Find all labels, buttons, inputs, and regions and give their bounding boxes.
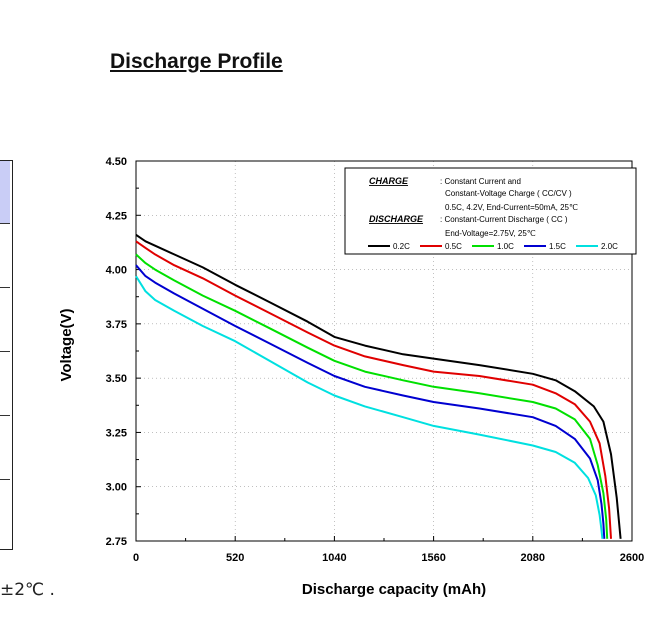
x-tick-label: 0 [133, 552, 139, 564]
page-title: Discharge Profile [110, 50, 283, 73]
x-tick-label: 520 [226, 552, 244, 564]
series-line-0-2C [135, 233, 622, 539]
legend-discharge-label: DISCHARGE [369, 214, 424, 224]
x-tick-label: 1560 [421, 552, 445, 564]
series-lines [135, 233, 622, 539]
series-line-2-0C [135, 275, 604, 539]
x-tick-label: 2080 [521, 552, 545, 564]
legend-box [344, 167, 637, 255]
cropped-table-fragment [0, 160, 13, 550]
chart-legend: CHARGE : Constant Current and Constant-V… [344, 167, 637, 255]
legend-series-label: 1.5C [549, 242, 566, 251]
series-line-1-0C [135, 253, 609, 539]
y-tick-label: 4.25 [106, 210, 127, 222]
axis-ticks: 2.75 3.00 3.25 3.50 3.75 4.00 4.25 4.50 0 520 1040… [106, 156, 645, 564]
y-tick-label: 4.00 [106, 265, 127, 277]
y-tick-label: 3.25 [106, 427, 127, 439]
series-line-1-5C [135, 264, 606, 539]
legend-series-label: 0.2C [393, 242, 410, 251]
table-row-divider [0, 479, 10, 480]
x-tick-label: 2600 [620, 552, 644, 564]
x-tick-label: 1040 [322, 552, 346, 564]
y-tick-label: 3.50 [106, 373, 127, 385]
legend-charge-line3: 0.5C, 4.2V, End-Current=50mA, 25℃ [445, 203, 578, 212]
legend-series-label: 2.0C [601, 242, 618, 251]
y-tick-label: 4.50 [106, 156, 127, 168]
cropped-footnote-text: ±2℃ . [0, 580, 55, 600]
legend-discharge-line2: End-Voltage=2.75V, 25℃ [445, 229, 536, 238]
x-axis-label: Discharge capacity (mAh) [302, 581, 486, 598]
legend-charge-line1: : Constant Current and [440, 177, 521, 186]
legend-series-label: 1.0C [497, 242, 514, 251]
series-line-0-5C [135, 240, 612, 539]
table-row-divider [0, 351, 10, 352]
legend-discharge-line1: : Constant-Current Discharge ( CC ) [440, 215, 568, 224]
legend-charge-label: CHARGE [369, 176, 409, 186]
table-row-divider [0, 287, 10, 288]
y-tick-label: 3.00 [106, 482, 127, 494]
y-tick-label: 2.75 [106, 536, 127, 548]
legend-series-label: 0.5C [445, 242, 462, 251]
table-row-divider [0, 415, 10, 416]
legend-series-items: 0.2C 0.5C 1.0C 1.5C 2.0C [368, 242, 618, 251]
y-tick-label: 3.75 [106, 319, 127, 331]
table-header-cell [0, 161, 10, 224]
y-axis-label: Voltage(V) [58, 308, 75, 381]
legend-charge-line2: Constant-Voltage Charge ( CC/CV ) [445, 189, 572, 198]
